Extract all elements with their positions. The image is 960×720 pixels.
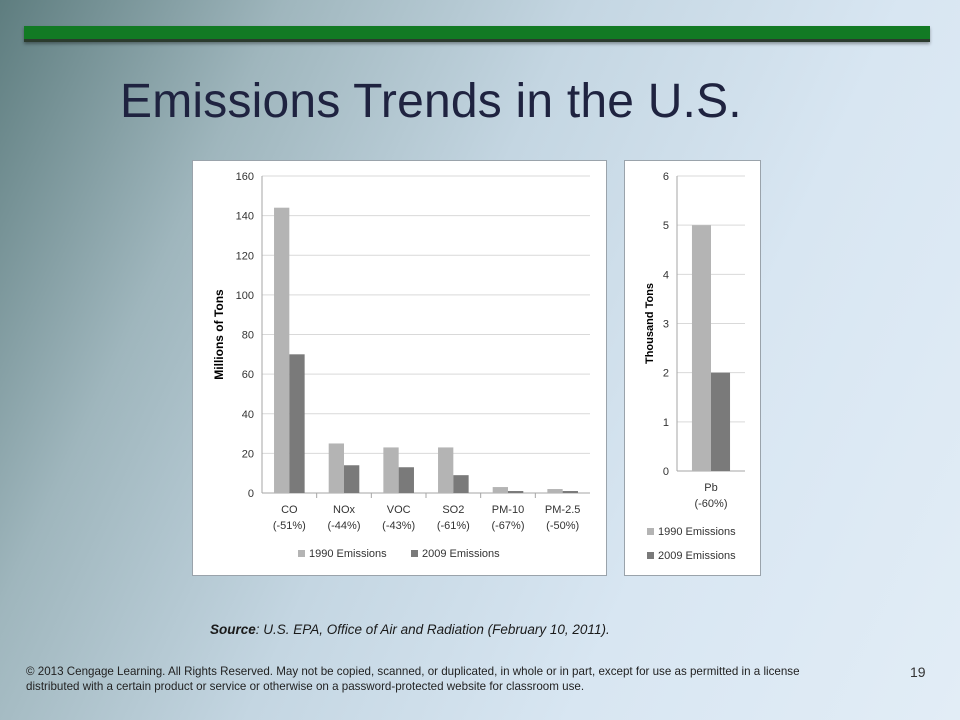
x-category-sublabel: (-50%) — [546, 520, 579, 532]
bar-pm-10-2009 — [508, 491, 524, 493]
source-label: Source — [210, 622, 256, 637]
bar-so2-1990 — [438, 447, 454, 493]
x-category-sublabel: (-51%) — [273, 520, 306, 532]
source-text: : U.S. EPA, Office of Air and Radiation … — [255, 622, 610, 637]
bar-pb-2009 — [711, 372, 731, 471]
y-tick-label: 1 — [663, 417, 669, 429]
legend-label-1990: 1990 Emissions — [658, 526, 736, 538]
y-tick-label: 3 — [663, 319, 669, 331]
y-tick-label: 120 — [236, 250, 254, 262]
legend-swatch-1990 — [298, 550, 305, 557]
x-category-sublabel: (-67%) — [491, 520, 524, 532]
x-category-label: PM-10 — [492, 504, 524, 516]
x-category-label: NOx — [333, 504, 356, 516]
copyright-notice: © 2013 Cengage Learning. All Rights Rese… — [26, 665, 800, 693]
y-tick-label: 2 — [663, 368, 669, 380]
x-category-label: CO — [281, 504, 298, 516]
legend-swatch-2009 — [411, 550, 418, 557]
x-category-label: Pb — [704, 482, 717, 494]
y-tick-label: 20 — [242, 448, 254, 460]
slide-title: Emissions Trends in the U.S. — [120, 75, 742, 128]
x-category-label: PM-2.5 — [545, 504, 580, 516]
x-category-label: SO2 — [442, 504, 464, 516]
y-tick-label: 140 — [236, 211, 254, 223]
y-tick-label: 0 — [248, 488, 254, 500]
x-category-sublabel: (-61%) — [437, 520, 470, 532]
bar-voc-1990 — [383, 447, 399, 493]
bar-pm-2-5-2009 — [562, 491, 578, 493]
y-tick-label: 100 — [236, 290, 254, 302]
bar-nox-2009 — [344, 465, 360, 493]
bar-pm-2-5-1990 — [547, 489, 563, 493]
bar-pm-10-1990 — [492, 487, 508, 493]
x-category-sublabel: (-60%) — [694, 498, 727, 510]
y-tick-label: 4 — [663, 269, 669, 281]
emissions-chart-svg: 0 20 40 60 80 100 120 140 160 Millions of Tons CO (… — [212, 171, 590, 560]
x-category-sublabel: (-44%) — [327, 520, 360, 532]
y-tick-label: 5 — [663, 220, 669, 232]
lead-bar-chart: 0 1 2 3 4 5 6 Thousand Tons Pb (-60%) 1990 Emissio… — [624, 160, 761, 576]
bar-so2-2009 — [453, 475, 469, 493]
lead-chart-svg: 0 1 2 3 4 5 6 Thousand Tons Pb (-60%) 1990 Emissio… — [644, 171, 745, 562]
bar-co-1990 — [274, 207, 290, 493]
x-category-label: VOC — [387, 504, 411, 516]
y-tick-label: 6 — [663, 171, 669, 183]
y-tick-label: 80 — [242, 330, 254, 342]
legend-swatch-1990 — [647, 528, 654, 535]
bar-co-2009 — [289, 354, 305, 493]
top-accent-bar — [24, 26, 930, 42]
y-tick-label: 60 — [242, 369, 254, 381]
y-axis-label: Thousand Tons — [644, 283, 656, 364]
x-category-sublabel: (-43%) — [382, 520, 415, 532]
bar-pb-1990 — [691, 225, 711, 471]
y-tick-label: 40 — [242, 409, 254, 421]
legend-label-1990: 1990 Emissions — [309, 548, 387, 560]
page-number: 19 — [910, 664, 926, 680]
y-tick-label: 0 — [663, 466, 669, 478]
legend-label-2009: 2009 Emissions — [422, 548, 500, 560]
source-citation: Source: U.S. EPA, Office of Air and Radi… — [210, 622, 610, 637]
legend-swatch-2009 — [647, 552, 654, 559]
legend-label-2009: 2009 Emissions — [658, 550, 736, 562]
y-tick-label: 160 — [236, 171, 254, 183]
bar-voc-2009 — [398, 467, 414, 493]
bar-nox-1990 — [328, 443, 344, 493]
y-axis-label: Millions of Tons — [212, 289, 226, 380]
emissions-bar-chart: 0 20 40 60 80 100 120 140 160 Millions of Tons CO (… — [192, 160, 607, 576]
